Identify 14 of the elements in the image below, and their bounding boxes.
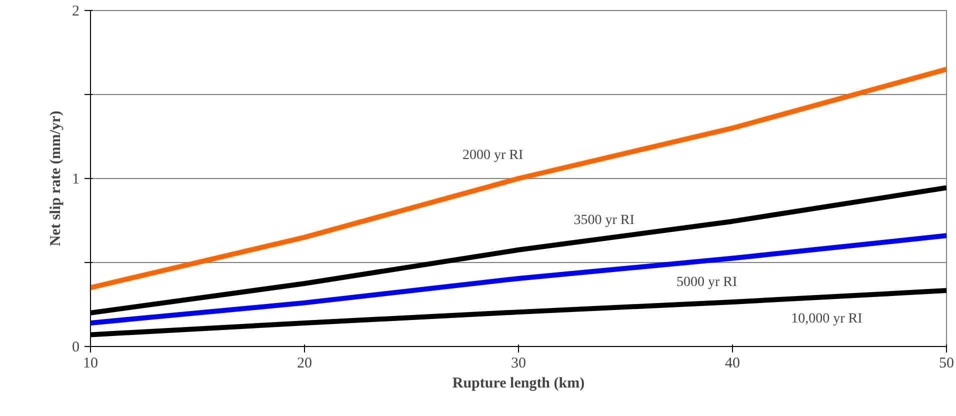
x-axis-title: Rupture length (km): [452, 376, 585, 392]
series-label: 3500 yr RI: [574, 212, 635, 228]
series-label: 10,000 yr RI: [791, 311, 863, 326]
y-tick-label: 1: [72, 172, 80, 188]
x-tick-label: 30: [511, 356, 526, 372]
x-tick-label: 20: [297, 356, 312, 372]
y-tick-label: 2: [72, 4, 80, 20]
series-label: 5000 yr RI: [676, 275, 738, 290]
series-label: 2000 yr RI: [462, 148, 524, 164]
y-tick-label: 0: [72, 340, 80, 356]
x-tick-label: 40: [725, 356, 740, 372]
x-tick-label: 10: [83, 356, 98, 372]
x-tick-label: 50: [939, 356, 954, 372]
y-axis-title: Net slip rate (mm/yr): [48, 110, 64, 246]
